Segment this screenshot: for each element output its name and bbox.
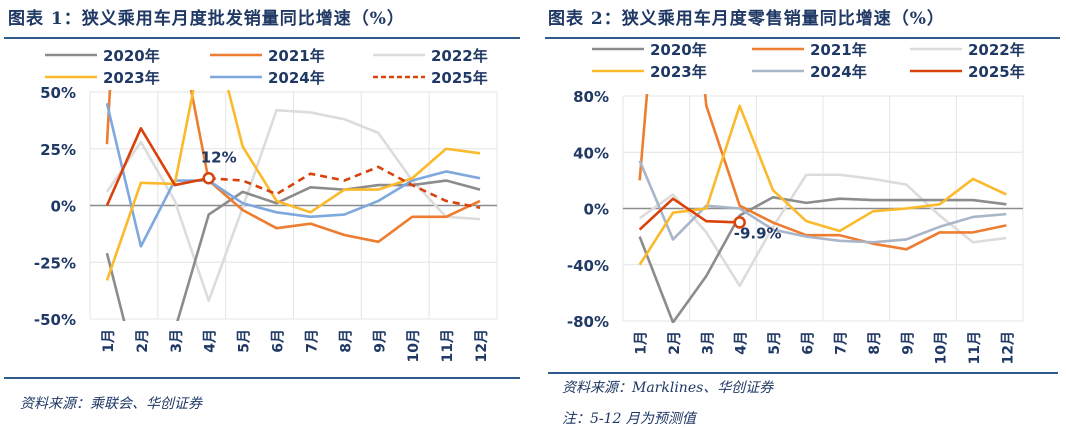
chart2-title: 图表 2：狭义乘用车月度零售销量同比增速（%） [548,9,945,29]
x-tick-label: 6月 [271,329,287,353]
chart2-title-rule [545,37,1060,39]
legend-label: 2022年 [431,47,488,65]
annotation-label: 12% [201,148,237,166]
y-tick-label: 80% [573,88,609,106]
legend-label: 2021年 [268,47,325,65]
legend-label: 2020年 [650,41,707,59]
x-tick-label: 12月 [1000,331,1016,364]
x-tick-label: 6月 [800,331,816,355]
series-line-2022年 [638,173,1007,288]
legend-label: 2020年 [103,47,160,65]
series-line-2025年 [638,197,740,231]
x-tick-label: 10月 [934,331,950,364]
series-line-2020年 [105,179,481,321]
series-line-2024年 [105,103,481,248]
x-tick-label: 11月 [440,329,456,362]
y-tick-label: -25% [34,254,76,272]
annotation-label: -9.9% [734,224,782,242]
chart2-source: 资料来源：Marklines、华创证券 [562,380,774,396]
x-tick-label: 4月 [203,329,219,353]
x-tick-label: 3月 [700,331,716,355]
x-tick-label: 8月 [867,331,883,355]
chart2-bottom-rule [548,372,1058,374]
legend-label: 2025年 [431,69,488,87]
chart2-note: 注：5-12 月为预测值 [562,411,696,427]
y-tick-label: -80% [567,313,609,331]
y-tick-label: -40% [567,257,609,275]
chart1-source: 资料来源：乘联会、华创证券 [20,396,202,412]
x-tick-label: 11月 [967,331,983,364]
legend-label: 2021年 [810,41,867,59]
y-tick-label: 0% [51,198,76,216]
x-tick-label: 1月 [101,329,117,353]
x-tick-label: 4月 [734,331,750,355]
chart-1: 50% 25% 0% -25% -50% 1月 2月 3月 4月 5月 6月 7月 8月 9月 10月 11月… [34,47,498,362]
x-tick-label: 10月 [406,329,422,362]
chart1-bottom-rule [4,377,520,379]
series-line-2023年 [105,90,481,281]
chart1-title-rule [4,37,520,39]
legend-label: 2024年 [268,69,325,87]
x-tick-label: 9月 [900,331,916,355]
x-tick-label: 7月 [304,329,320,353]
x-tick-label: 9月 [372,329,388,353]
series-line-2024年 [638,160,1007,244]
x-tick-label: 2月 [135,329,151,353]
x-tick-label: 2月 [667,331,683,355]
x-tick-label: 5月 [767,331,783,355]
y-tick-label: 25% [40,141,76,159]
legend-label: 2022年 [968,41,1025,59]
y-tick-label: -50% [34,311,76,329]
annotation-marker [202,172,215,185]
legend-label: 2023年 [650,63,707,81]
x-tick-label: 12月 [474,329,490,362]
x-tick-label: 3月 [169,329,185,353]
chart1-title: 图表 1：狭义乘用车月度批发销量同比增速（%） [8,9,405,29]
series-line-2021年 [638,94,1007,251]
series-line-2021年 [105,90,481,244]
series-line-2025年 [105,127,209,207]
y-tick-label: 50% [40,84,76,102]
y-tick-label: 0% [584,201,609,219]
chart-2: 80% 40% 0% -40% -80% 1月 2月 3月 4月 5月 6月 7月 8月 9月 10月 11月… [567,41,1025,364]
plot-area [90,90,497,321]
series-line-2023年 [638,104,1007,266]
legend-label: 2025年 [968,63,1025,81]
annotation-marker [733,216,746,229]
x-tick-label: 5月 [237,329,253,353]
legend-label: 2024年 [810,63,867,81]
legend-label: 2023年 [103,69,160,87]
y-tick-label: 40% [573,144,609,162]
plot-area [623,94,1023,323]
series-forecast-line-2025年 [208,165,481,210]
x-tick-label: 7月 [834,331,850,355]
x-tick-label: 8月 [338,329,354,353]
x-tick-label: 1月 [634,331,650,355]
